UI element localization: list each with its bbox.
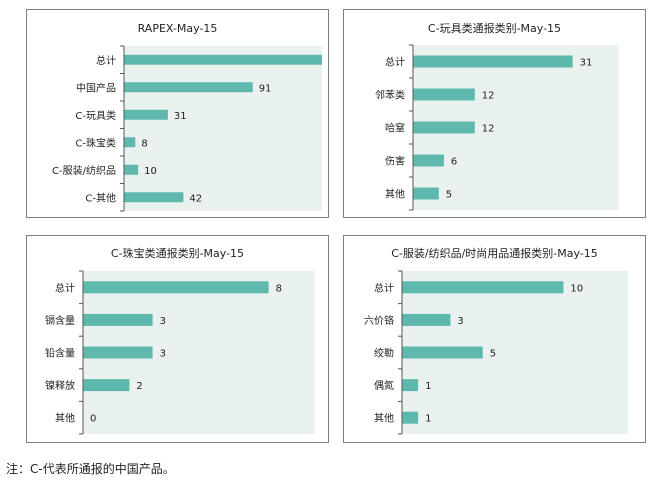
category-label: 总计 xyxy=(374,281,394,294)
value-label: 5 xyxy=(490,349,496,360)
category-label: C-服装/纺织品 xyxy=(52,164,116,177)
value-label: 3 xyxy=(457,316,463,327)
value-label: 12 xyxy=(482,124,495,135)
category-label: C-其他 xyxy=(85,191,116,204)
category-label: 中国产品 xyxy=(76,81,116,94)
chart-panel-textiles: C-服装/纺织品/时尚用品通报类别-May-15 总计 10 六价铬 3 绞勒 5 偶氮 1 其他… xyxy=(343,235,646,443)
chart-rapex: RAPEX-May-15总计140中国产品91C-玩具类31C-珠宝类8C-服装… xyxy=(52,22,322,212)
bar xyxy=(124,109,168,120)
value-label: 31 xyxy=(580,58,593,69)
bar xyxy=(124,82,253,93)
chart-title: C-服装/纺织品/时尚用品通报类别-May-15 xyxy=(391,246,598,260)
bar xyxy=(124,192,184,203)
chart-panel-rapex: RAPEX-May-15总计140中国产品91C-玩具类31C-珠宝类8C-服装… xyxy=(26,9,329,218)
bar xyxy=(124,137,136,148)
bar xyxy=(83,379,130,392)
bar xyxy=(413,55,573,68)
chart-panel-jewelry: C-珠宝类通报类别-May-15 总计 8 镉含量 3 铅含量 3 镍释放 2 其他 0 xyxy=(26,235,329,443)
value-label: 3 xyxy=(160,349,166,360)
value-label: 1 xyxy=(425,381,431,392)
category-label: 伤害 xyxy=(385,155,405,168)
value-label: 3 xyxy=(160,316,166,327)
bar xyxy=(83,346,153,359)
chart-title: RAPEX-May-15 xyxy=(138,22,218,35)
bar xyxy=(83,313,153,326)
category-label: 绞勒 xyxy=(374,347,394,360)
chart-toys: C-玩具类通报类别-May-15 总计 31 邻苯类 12 哈窒 12 伤害 6 其他 5 xyxy=(375,21,619,211)
bar xyxy=(402,346,483,359)
category-label: 其他 xyxy=(385,188,405,201)
value-label: 6 xyxy=(451,157,457,168)
value-label: 31 xyxy=(174,111,187,122)
bar xyxy=(402,411,419,424)
category-label: 总计 xyxy=(385,56,405,69)
value-label: 1 xyxy=(425,414,431,425)
chart-title: C-玩具类通报类别-May-15 xyxy=(428,21,561,35)
bar xyxy=(413,121,475,134)
category-label: 邻苯类 xyxy=(375,89,405,102)
bar xyxy=(124,54,322,65)
value-label: 42 xyxy=(189,193,202,204)
category-label: 镍释放 xyxy=(45,379,75,392)
category-label: 总计 xyxy=(55,281,75,294)
chart-panel-toys: C-玩具类通报类别-May-15 总计 31 邻苯类 12 哈窒 12 伤害 6 其他 5 xyxy=(343,9,646,218)
category-label: 六价铬 xyxy=(364,314,394,327)
chart-jewelry: C-珠宝类通报类别-May-15 总计 8 镉含量 3 铅含量 3 镍释放 2 其他 0 xyxy=(45,246,315,435)
value-label: 2 xyxy=(136,381,142,392)
value-label: 8 xyxy=(276,283,282,294)
bar xyxy=(402,313,451,326)
value-label: 91 xyxy=(259,83,272,94)
category-label: 其他 xyxy=(55,412,75,425)
category-label: 镉含量 xyxy=(45,314,75,327)
bar xyxy=(413,88,475,101)
value-label: 8 xyxy=(141,138,147,149)
category-label: C-玩具类 xyxy=(75,109,116,122)
value-label: 5 xyxy=(446,190,452,201)
value-label: 0 xyxy=(90,414,96,425)
category-label: C-珠宝类 xyxy=(75,136,116,149)
bar xyxy=(402,379,419,392)
category-label: 偶氮 xyxy=(374,379,394,392)
bar xyxy=(402,281,564,294)
value-label: 10 xyxy=(144,166,157,177)
chart-title: C-珠宝类通报类别-May-15 xyxy=(111,246,244,260)
footnote: 注：C-代表所通报的中国产品。 xyxy=(6,462,175,476)
bar xyxy=(413,154,444,167)
category-label: 总计 xyxy=(96,54,116,67)
category-label: 铅含量 xyxy=(45,347,75,360)
chart-textiles: C-服装/纺织品/时尚用品通报类别-May-15 总计 10 六价铬 3 绞勒 5 偶氮 1 其他… xyxy=(364,246,628,435)
bar xyxy=(413,187,439,200)
category-label: 哈窒 xyxy=(385,122,405,135)
plot-area xyxy=(124,46,322,211)
bar xyxy=(83,281,269,294)
value-label: 10 xyxy=(570,283,583,294)
bar xyxy=(124,164,139,175)
value-label: 12 xyxy=(482,91,495,102)
category-label: 其他 xyxy=(374,412,394,425)
